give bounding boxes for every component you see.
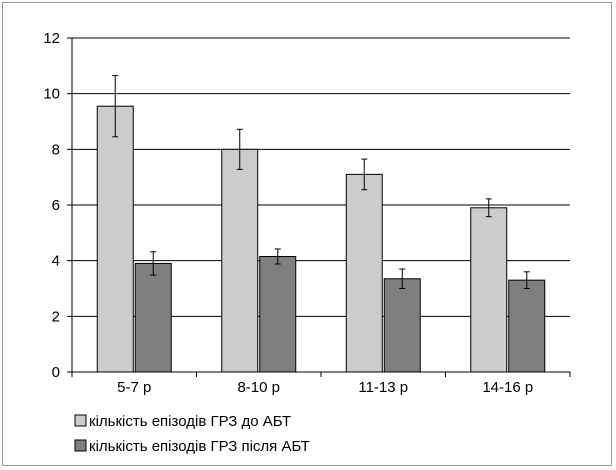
bar-series-2-cat-2 — [259, 255, 297, 373]
axes: 0 2 4 6 8 10 12 5-7 р 8-10 р 11-13 р 14-16 р — [43, 30, 571, 396]
y-tick-label: 0 — [52, 364, 60, 381]
y-tick-label: 12 — [43, 30, 60, 47]
x-tick-label: 5-7 р — [117, 379, 151, 396]
legend-swatch-1 — [74, 414, 87, 427]
y-tick-label: 2 — [52, 308, 60, 325]
y-tick-label: 6 — [52, 197, 60, 214]
error-bars — [112, 75, 530, 289]
bar-series-2-cat-1 — [134, 262, 172, 373]
legend-label-2: кількість епізодів ГРЗ після АБТ — [89, 438, 310, 455]
legend-label-1: кількість епізодів ГРЗ до АБТ — [89, 413, 291, 430]
y-tick-label: 10 — [43, 86, 60, 103]
x-tick-label: 11-13 р — [358, 379, 408, 396]
bar-series-1-cat-1 — [96, 105, 134, 373]
bar-series-2-cat-4 — [508, 279, 546, 373]
bar-series-1-cat-4 — [470, 207, 508, 373]
bar-series-1-cat-2 — [221, 148, 259, 373]
bars — [96, 105, 546, 373]
bar-series-2-cat-3 — [383, 278, 421, 373]
x-tick-label: 8-10 р — [237, 379, 280, 396]
legend-swatch-2 — [74, 439, 87, 452]
x-tick-label: 14-16 р — [482, 379, 533, 396]
y-tick-label: 4 — [52, 253, 60, 270]
y-tick-label: 8 — [52, 141, 60, 158]
legend: кількість епізодів ГРЗ до АБТ кількість е… — [74, 413, 310, 455]
bar-series-1-cat-3 — [345, 173, 383, 373]
